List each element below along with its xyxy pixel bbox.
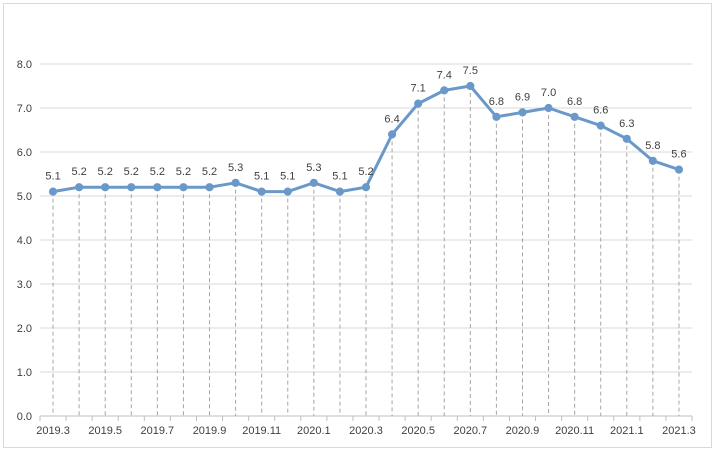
data-point xyxy=(414,99,423,108)
data-point xyxy=(205,183,214,192)
data-label: 7.0 xyxy=(541,87,556,99)
data-point xyxy=(283,187,292,196)
y-tick-label: 0.0 xyxy=(17,411,32,423)
x-tick-label: 2019.9 xyxy=(193,425,227,437)
x-tick-label: 2020.1 xyxy=(297,425,331,437)
data-label: 7.1 xyxy=(411,83,426,95)
data-point xyxy=(544,103,553,113)
y-tick-label: 2.0 xyxy=(17,323,32,335)
data-point xyxy=(622,134,631,143)
data-label: 6.6 xyxy=(593,105,608,117)
data-label: 5.2 xyxy=(358,166,373,178)
data-point xyxy=(361,183,371,192)
data-point xyxy=(335,187,345,196)
data-point xyxy=(492,112,501,121)
data-point xyxy=(440,86,449,95)
y-tick-label: 7.0 xyxy=(17,103,32,115)
data-point xyxy=(570,112,579,121)
x-tick-label: 2019.7 xyxy=(141,425,175,437)
data-label: 5.8 xyxy=(645,140,660,152)
data-point xyxy=(257,187,266,196)
data-label: 5.1 xyxy=(332,171,347,183)
data-point xyxy=(387,130,397,139)
data-point xyxy=(101,183,110,192)
x-tick-label: 2020.7 xyxy=(453,425,487,437)
y-tick-label: 8.0 xyxy=(17,59,32,71)
data-label: 6.8 xyxy=(489,96,504,108)
data-label: 5.2 xyxy=(176,166,191,178)
data-label: 6.3 xyxy=(619,118,634,130)
data-label: 5.2 xyxy=(150,166,165,178)
y-tick-label: 4.0 xyxy=(17,235,32,247)
data-point xyxy=(648,156,657,165)
data-point xyxy=(153,183,162,192)
data-point xyxy=(127,183,136,192)
data-point xyxy=(231,178,240,187)
data-point xyxy=(674,165,684,174)
x-tick-label: 2019.11 xyxy=(242,425,281,437)
x-tick-label: 2020.5 xyxy=(401,425,435,437)
x-tick-label: 2019.3 xyxy=(36,425,70,437)
data-label: 5.1 xyxy=(280,171,295,183)
data-label: 6.4 xyxy=(384,113,399,125)
data-label: 7.4 xyxy=(437,69,452,81)
data-point xyxy=(596,121,605,130)
data-label: 5.3 xyxy=(306,162,321,174)
data-label: 5.3 xyxy=(228,162,243,174)
data-label: 6.9 xyxy=(515,91,530,103)
data-label: 5.6 xyxy=(671,149,686,161)
data-label: 6.8 xyxy=(567,96,582,108)
x-tick-label: 2021.3 xyxy=(662,425,696,437)
data-label: 5.1 xyxy=(45,171,60,183)
data-point xyxy=(518,108,527,117)
x-tick-label: 2019.5 xyxy=(88,425,122,437)
data-point xyxy=(75,183,84,192)
data-label: 5.2 xyxy=(124,166,139,178)
data-point xyxy=(309,178,318,187)
y-tick-label: 3.0 xyxy=(17,279,32,291)
data-point xyxy=(179,183,188,192)
x-tick-label: 2020.9 xyxy=(506,425,540,437)
data-label: 7.5 xyxy=(463,65,478,77)
y-tick-label: 1.0 xyxy=(17,367,32,379)
chart-frame xyxy=(3,3,712,448)
y-tick-label: 5.0 xyxy=(17,191,32,203)
data-label: 5.2 xyxy=(71,166,86,178)
y-tick-label: 6.0 xyxy=(17,147,32,159)
data-label: 5.1 xyxy=(254,171,269,183)
data-point xyxy=(48,187,58,196)
x-tick-label: 2020.11 xyxy=(555,425,594,437)
data-label: 5.2 xyxy=(98,166,113,178)
data-label: 5.2 xyxy=(202,166,217,178)
data-point xyxy=(466,81,475,91)
x-tick-label: 2020.3 xyxy=(349,425,383,437)
x-tick-label: 2021.1 xyxy=(610,425,644,437)
